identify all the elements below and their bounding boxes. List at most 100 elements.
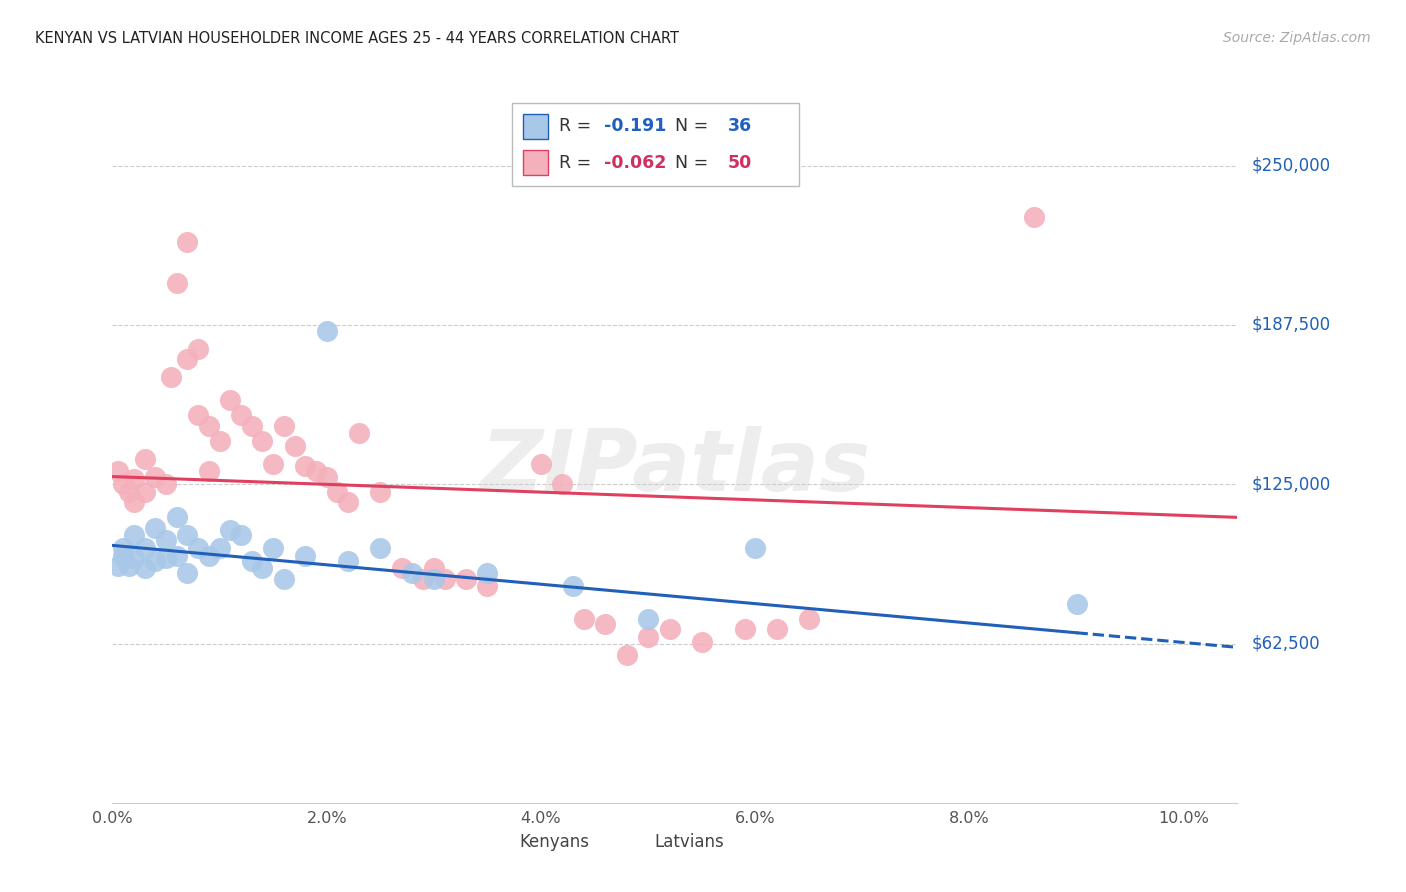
Point xyxy=(454,572,477,586)
Text: $250,000: $250,000 xyxy=(1251,157,1330,175)
Point xyxy=(107,558,129,573)
Point xyxy=(530,457,553,471)
Point xyxy=(1066,597,1088,611)
Point xyxy=(112,477,135,491)
Point xyxy=(262,541,284,555)
Point xyxy=(134,561,156,575)
Point xyxy=(765,623,787,637)
Point xyxy=(155,551,177,566)
Point xyxy=(112,541,135,555)
Point xyxy=(337,495,360,509)
Point xyxy=(273,572,295,586)
Text: N =: N = xyxy=(664,153,713,171)
Point xyxy=(284,439,307,453)
Point xyxy=(117,558,139,573)
Point xyxy=(122,551,145,566)
Point xyxy=(744,541,766,555)
Point xyxy=(294,459,316,474)
Point xyxy=(112,549,135,563)
Point xyxy=(122,495,145,509)
Point xyxy=(401,566,423,581)
Point xyxy=(315,324,337,338)
Point xyxy=(315,469,337,483)
Point xyxy=(187,409,209,423)
Text: -0.062: -0.062 xyxy=(605,153,666,171)
Point xyxy=(134,541,156,555)
Point xyxy=(240,554,263,568)
Text: $187,500: $187,500 xyxy=(1251,316,1330,334)
Point xyxy=(107,465,129,479)
Point xyxy=(1022,210,1045,224)
Text: Source: ZipAtlas.com: Source: ZipAtlas.com xyxy=(1223,31,1371,45)
Point xyxy=(240,418,263,433)
Point xyxy=(262,457,284,471)
Point xyxy=(229,409,252,423)
Point xyxy=(176,528,198,542)
Text: Latvians: Latvians xyxy=(655,833,724,851)
Point xyxy=(273,418,295,433)
Point xyxy=(412,572,434,586)
Point xyxy=(658,623,681,637)
Text: $62,500: $62,500 xyxy=(1251,634,1320,653)
Point xyxy=(337,554,360,568)
Point xyxy=(208,434,231,448)
Text: Kenyans: Kenyans xyxy=(520,833,589,851)
Point xyxy=(477,579,499,593)
Point xyxy=(219,393,242,408)
Point xyxy=(166,276,188,290)
Point xyxy=(187,342,209,356)
Point xyxy=(797,612,820,626)
Point xyxy=(143,520,166,534)
Point xyxy=(166,549,188,563)
Point xyxy=(690,635,713,649)
Text: -0.191: -0.191 xyxy=(605,118,666,136)
Point xyxy=(637,630,659,644)
Point xyxy=(166,510,188,524)
Point xyxy=(155,533,177,548)
Point xyxy=(572,612,595,626)
Text: 36: 36 xyxy=(728,118,752,136)
Point xyxy=(347,426,370,441)
Point xyxy=(593,617,616,632)
Point xyxy=(305,465,328,479)
Point xyxy=(616,648,638,662)
Point xyxy=(433,572,456,586)
Point xyxy=(562,579,585,593)
Point xyxy=(155,477,177,491)
Text: 50: 50 xyxy=(728,153,752,171)
FancyBboxPatch shape xyxy=(624,831,647,851)
Point xyxy=(117,484,139,499)
Point xyxy=(143,554,166,568)
Point xyxy=(252,434,274,448)
Text: KENYAN VS LATVIAN HOUSEHOLDER INCOME AGES 25 - 44 YEARS CORRELATION CHART: KENYAN VS LATVIAN HOUSEHOLDER INCOME AGE… xyxy=(35,31,679,46)
Point xyxy=(122,472,145,486)
Point xyxy=(551,477,574,491)
Text: $125,000: $125,000 xyxy=(1251,475,1330,493)
Point xyxy=(252,561,274,575)
Point xyxy=(294,549,316,563)
Point xyxy=(208,541,231,555)
Point xyxy=(134,451,156,466)
Point xyxy=(326,484,349,499)
Text: R =: R = xyxy=(560,153,596,171)
Point xyxy=(391,561,413,575)
Point xyxy=(229,528,252,542)
Point xyxy=(637,612,659,626)
Point xyxy=(368,541,391,555)
FancyBboxPatch shape xyxy=(512,103,799,186)
Point xyxy=(160,370,183,384)
Point xyxy=(198,418,221,433)
Point xyxy=(734,623,756,637)
Point xyxy=(176,235,198,249)
Point xyxy=(368,484,391,499)
Point xyxy=(198,465,221,479)
Text: ZIPatlas: ZIPatlas xyxy=(479,425,870,509)
Point xyxy=(176,352,198,367)
Point xyxy=(423,561,446,575)
Point xyxy=(477,566,499,581)
Point xyxy=(143,469,166,483)
Point xyxy=(423,572,446,586)
Point xyxy=(219,523,242,537)
Text: R =: R = xyxy=(560,118,596,136)
FancyBboxPatch shape xyxy=(523,113,548,139)
